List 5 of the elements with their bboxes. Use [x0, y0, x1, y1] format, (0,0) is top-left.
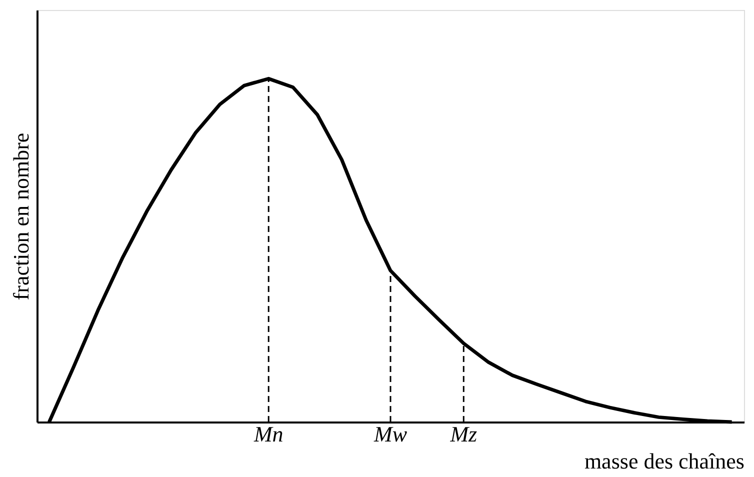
- x-tick-label: Mn: [252, 422, 284, 446]
- y-axis-title: fraction en nombre: [8, 132, 34, 300]
- x-tick-label: Mw: [373, 422, 408, 446]
- x-tick-label: Mz: [449, 422, 478, 446]
- x-axis-title: masse des chaînes: [584, 448, 744, 474]
